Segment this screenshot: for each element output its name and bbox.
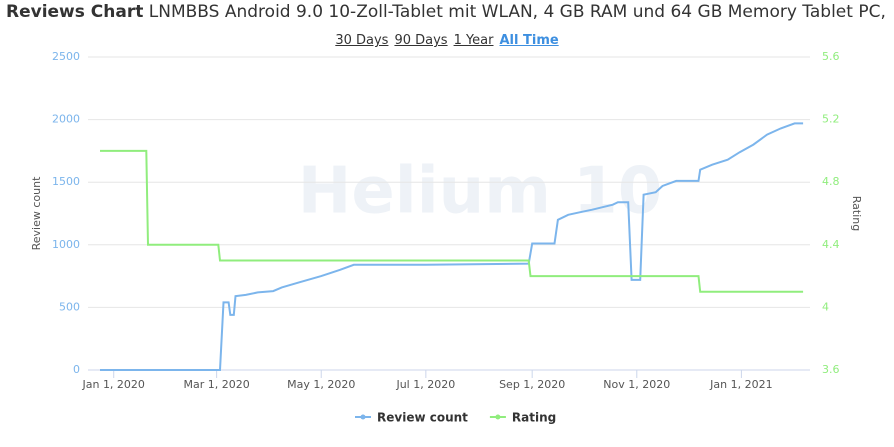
x-tick-label: May 1, 2020: [287, 378, 355, 391]
legend-item[interactable]: Review count: [355, 411, 468, 425]
y2-tick-label: 5.6: [822, 50, 840, 63]
legend-marker: [495, 414, 501, 420]
legend-label: Review count: [377, 411, 468, 425]
range-button[interactable]: 30 Days: [335, 33, 389, 48]
y2-tick-label: 5.2: [822, 113, 840, 126]
y2-tick-label: 4.4: [822, 238, 840, 251]
x-tick-label: Nov 1, 2020: [603, 378, 670, 391]
legend-marker: [360, 414, 366, 420]
y2-tick-label: 3.6: [822, 363, 840, 376]
x-tick-label: Jul 1, 2020: [395, 378, 455, 391]
x-tick-label: Mar 1, 2020: [183, 378, 249, 391]
y2-axis-title: Rating: [850, 196, 863, 231]
y-tick-label: 1500: [52, 175, 80, 188]
y-axis-title: Review count: [30, 176, 43, 250]
y-tick-label: 0: [73, 363, 80, 376]
watermark: Helium 10: [298, 155, 662, 229]
y-tick-label: 2500: [52, 50, 80, 63]
y2-tick-label: 4.8: [822, 175, 840, 188]
header: Reviews Chart LNMBBS Android 9.0 10-Zoll…: [6, 2, 890, 22]
range-button[interactable]: 1 Year: [453, 33, 494, 48]
range-button[interactable]: All Time: [499, 33, 559, 48]
x-tick-label: Jan 1, 2021: [709, 378, 772, 391]
x-tick-label: Jan 1, 2020: [81, 378, 144, 391]
x-tick-label: Sep 1, 2020: [499, 378, 565, 391]
y-tick-label: 2000: [52, 113, 80, 126]
y-tick-label: 500: [59, 300, 80, 313]
range-buttons: 30 Days 90 Days 1 Year All Time: [0, 33, 894, 48]
legend-label: Rating: [512, 411, 556, 425]
series-line: [100, 149, 804, 293]
legend-item[interactable]: Rating: [489, 411, 556, 425]
series-line: [100, 122, 804, 371]
chart-title: Reviews Chart: [6, 2, 144, 22]
y2-tick-label: 4: [822, 300, 829, 313]
range-button[interactable]: 90 Days: [394, 33, 448, 48]
y-tick-label: 1000: [52, 238, 80, 251]
product-title: LNMBBS Android 9.0 10-Zoll-Tablet mit WL…: [148, 2, 890, 22]
